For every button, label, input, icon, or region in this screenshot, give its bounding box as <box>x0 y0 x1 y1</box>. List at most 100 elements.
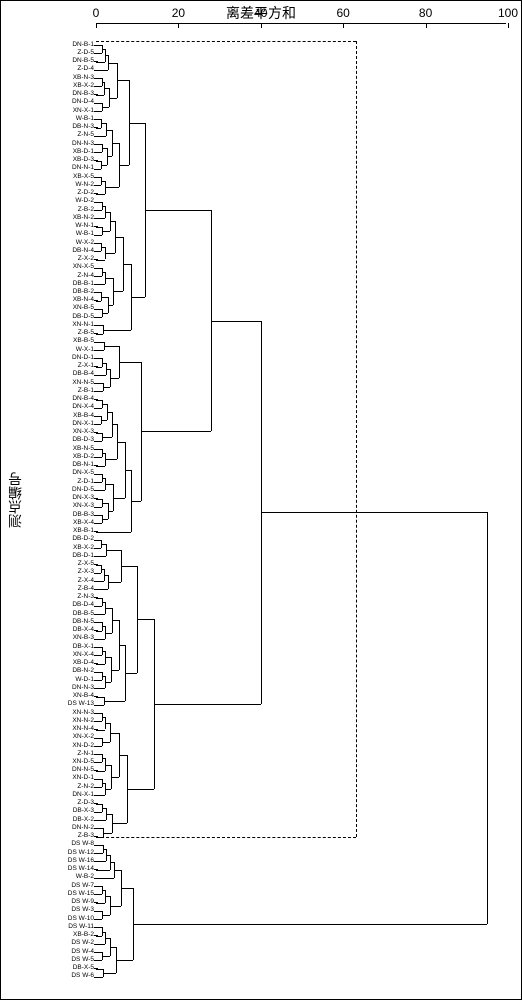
leaf-label: DB-D-3 <box>18 437 94 444</box>
leaf-label: Z-N-5 <box>18 132 94 139</box>
dendro-hline <box>96 194 105 195</box>
leaf-label: DB-N-1 <box>18 462 94 469</box>
leaf-label: DS W-8 <box>18 841 94 848</box>
dendro-hline <box>96 136 106 137</box>
dendro-hline <box>96 631 102 632</box>
x-tick <box>343 23 344 28</box>
leaf-label: DN-X-1 <box>18 421 94 428</box>
dendrogram-plot: DN-B-1Z-D-5DN-B-5Z-D-4XB-N-3XB-X-2DN-B-3… <box>96 41 506 979</box>
dendro-hline <box>96 853 103 854</box>
leaf-label: DN-N-2 <box>18 825 94 832</box>
dendro-hline <box>119 165 129 166</box>
leaf-label: XN-X-1 <box>18 108 94 115</box>
leaf-label: W-N-1 <box>18 223 94 230</box>
dendro-hline <box>102 231 110 232</box>
dendro-hline <box>101 165 107 166</box>
leaf-label: XB-D-2 <box>18 454 94 461</box>
dendro-hline <box>96 152 102 153</box>
leaf-label: DB-N-2 <box>18 668 94 675</box>
x-tick-label: 20 <box>172 6 185 20</box>
dendro-hline <box>96 861 106 862</box>
leaf-label: DN-N-5 <box>18 767 94 774</box>
leaf-label: DN-N-3 <box>18 685 94 692</box>
dendro-hline <box>111 777 119 778</box>
leaf-label: DN-B-3 <box>18 91 94 98</box>
leaf-label: W-B-1 <box>18 231 94 238</box>
leaf-label: DB-B-2 <box>18 289 94 296</box>
leaf-label: DN-X-1 <box>18 792 94 799</box>
dendro-hline <box>96 235 102 236</box>
dendro-hline <box>105 789 111 790</box>
dendro-hline <box>96 746 102 747</box>
dendro-hline <box>96 128 101 129</box>
leaf-label: XN-N-2 <box>18 718 94 725</box>
cut-line-top <box>96 41 356 42</box>
dendro-hline <box>105 682 111 683</box>
leaf-label: XB-N-3 <box>18 75 94 82</box>
leaf-label: DB-B-3 <box>18 512 94 519</box>
leaf-label: W-N-2 <box>18 182 94 189</box>
leaf-label: XN-N-3 <box>18 710 94 717</box>
dendro-hline <box>96 680 102 681</box>
dendro-hline <box>96 111 102 112</box>
dendro-hline <box>96 688 105 689</box>
dendro-hline <box>96 457 102 458</box>
leaf-label: W-B-1 <box>18 116 94 123</box>
dendro-hline <box>96 317 102 318</box>
leaf-label: Z-N-3 <box>18 594 94 601</box>
dendro-hline <box>141 431 211 432</box>
dendro-hline <box>96 482 102 483</box>
dendro-hline <box>112 823 126 824</box>
x-tick <box>96 23 97 28</box>
dendro-hline <box>96 86 102 87</box>
leaf-label: DS W-9 <box>18 899 94 906</box>
leaf-label: XN-X-4 <box>18 652 94 659</box>
leaf-label: XN-N-4 <box>18 726 94 733</box>
dendro-hline <box>96 523 102 524</box>
leaf-label: DB-X-4 <box>18 627 94 634</box>
dendro-hline <box>96 441 102 442</box>
dendro-hline <box>110 906 121 907</box>
leaf-label: Z-D-3 <box>18 800 94 807</box>
dendro-hline <box>96 903 105 904</box>
dendro-hline <box>96 284 105 285</box>
dendro-hline <box>96 391 103 392</box>
leaf-label: DS W-3 <box>18 907 94 914</box>
dendro-hline <box>96 507 102 508</box>
leaf-label: XN-N-1 <box>18 322 94 329</box>
leaf-label: XB-D-4 <box>18 660 94 667</box>
leaf-label: DN-D-4 <box>18 99 94 106</box>
leaf-label: XN-D-5 <box>18 759 94 766</box>
dendro-hline <box>105 633 112 634</box>
x-tick-label: 0 <box>93 6 100 20</box>
dendro-hline <box>96 639 105 640</box>
dendro-hline <box>96 260 105 261</box>
dendro-hline <box>96 556 106 557</box>
dendro-hline <box>109 98 116 99</box>
x-tick-label: 60 <box>337 6 350 20</box>
dendro-hline <box>113 291 122 292</box>
dendro-hline <box>96 342 104 343</box>
dendro-hline <box>127 789 154 790</box>
chart-frame: 离差平方和 测点编号 020406080100 DN-B-1Z-D-5DN-B-… <box>0 0 522 1000</box>
dendro-hline <box>105 484 113 485</box>
dendro-hline <box>102 107 109 108</box>
leaf-label: XB-X-2 <box>18 545 94 552</box>
dendro-hline <box>117 80 129 81</box>
cut-line-vertical <box>356 41 357 837</box>
dendro-hline <box>108 511 114 512</box>
leaf-label: DS W-15 <box>18 891 94 898</box>
cut-line-sep <box>96 837 356 838</box>
x-tick <box>508 23 509 28</box>
dendro-hline <box>103 387 111 388</box>
dendro-hline <box>108 63 116 64</box>
dendro-hline <box>105 459 116 460</box>
dendro-hline <box>96 820 106 821</box>
dendro-hline <box>96 424 101 425</box>
dendro-hline <box>96 210 102 211</box>
leaf-label: DB-X-3 <box>18 808 94 815</box>
leaf-label: DN-N-1 <box>18 165 94 172</box>
leaf-label: Z-D-1 <box>18 479 94 486</box>
dendro-hline <box>102 742 110 743</box>
leaf-label: W-X-2 <box>18 240 94 247</box>
